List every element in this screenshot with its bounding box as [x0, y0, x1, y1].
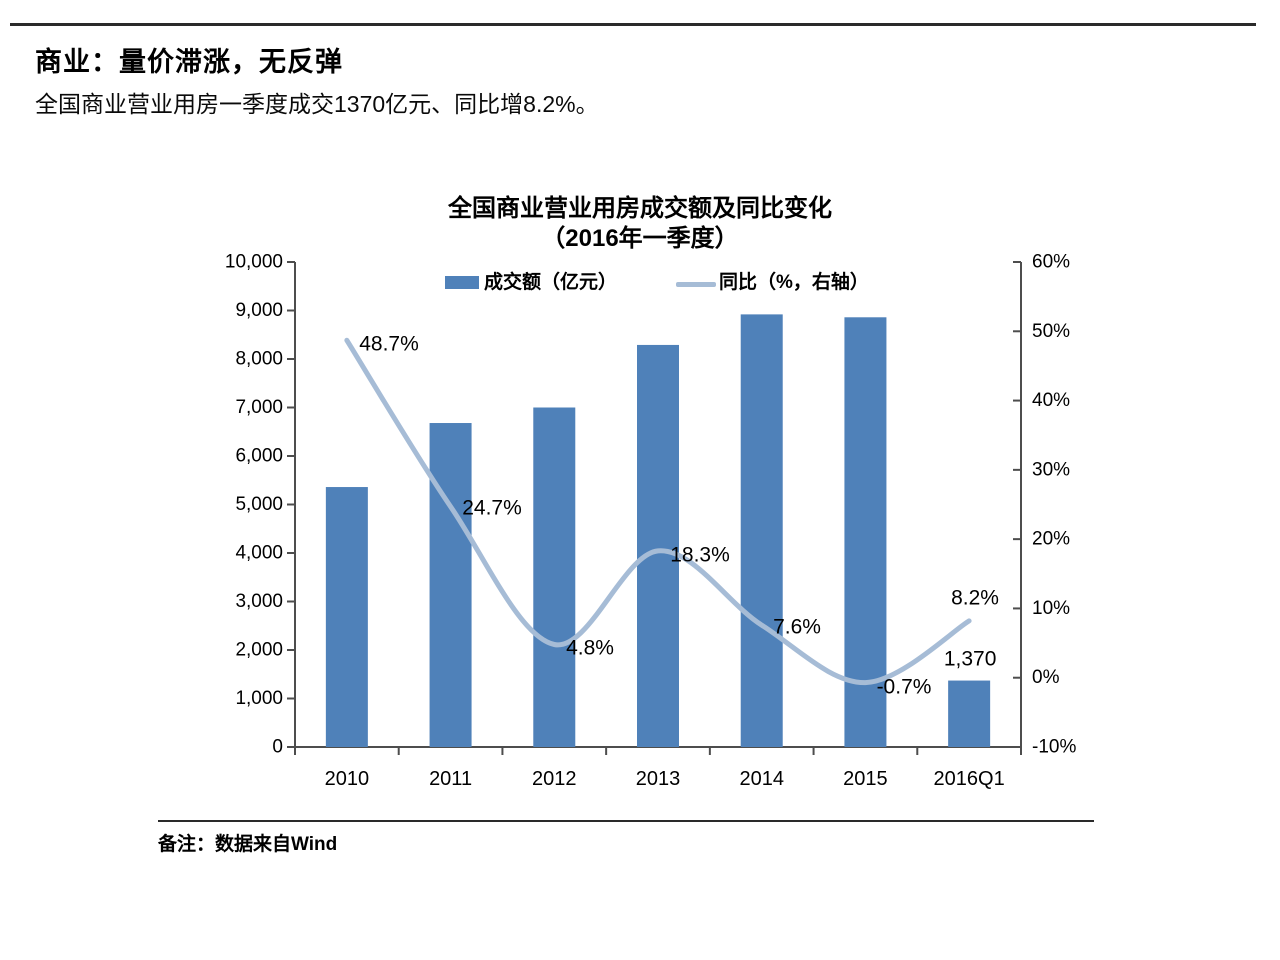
- bar-2012: [533, 407, 576, 747]
- legend-line-label: 同比（%，右轴）: [719, 272, 869, 293]
- point-label-2010: 48.7%: [359, 333, 419, 356]
- chart-title: 全国商业营业用房成交额及同比变化 （2016年一季度）: [0, 194, 1280, 254]
- left-axis-tick-label: 1,000: [235, 688, 283, 709]
- x-axis-label: 2014: [739, 768, 784, 790]
- point-label-2011: 24.7%: [462, 497, 522, 520]
- top-divider: [10, 23, 1256, 26]
- x-axis-label: 2011: [429, 768, 472, 790]
- x-axis-label: 2013: [636, 768, 681, 790]
- left-axis-tick-label: 5,000: [235, 494, 283, 515]
- point-label-2013: 18.3%: [670, 544, 730, 567]
- right-axis-tick-label: -10%: [1032, 737, 1076, 758]
- chart-title-line1: 全国商业营业用房成交额及同比变化: [448, 195, 832, 222]
- x-axis-label: 2016Q1: [934, 768, 1005, 790]
- left-axis-tick-label: 9,000: [235, 300, 283, 321]
- x-axis-label: 2012: [532, 768, 577, 790]
- right-axis-tick-label: 50%: [1032, 321, 1070, 342]
- point-label-2012: 4.8%: [566, 637, 614, 660]
- point-label-2014: 7.6%: [773, 616, 821, 639]
- bar-2011: [429, 423, 472, 747]
- footer-divider: [158, 820, 1094, 822]
- bar-2015: [844, 317, 887, 747]
- chart-title-line2: （2016年一季度）: [541, 225, 739, 252]
- left-axis-tick-label: 6,000: [235, 446, 283, 467]
- left-axis-tick-label: 3,000: [235, 591, 283, 612]
- left-axis-tick-label: 0: [272, 737, 283, 758]
- bar-2014: [740, 314, 783, 747]
- yoy-line: [344, 337, 972, 686]
- legend-line-swatch: [676, 282, 716, 287]
- x-axis-label: 2015: [843, 768, 888, 790]
- left-axis-tick-label: 8,000: [235, 349, 283, 370]
- legend-bar-label: 成交额（亿元）: [484, 272, 618, 293]
- right-axis-tick-label: 60%: [1032, 252, 1070, 273]
- point-label-2016Q1: 8.2%: [951, 587, 999, 610]
- left-axis-tick-label: 7,000: [235, 397, 283, 418]
- right-axis-tick-label: 40%: [1032, 390, 1070, 411]
- right-axis-tick-label: 30%: [1032, 459, 1070, 480]
- page-title: 商业：量价滞涨，无反弹: [35, 47, 343, 77]
- bar-2010: [325, 487, 368, 747]
- bar-2016Q1: [948, 680, 991, 747]
- left-axis-tick-label: 4,000: [235, 543, 283, 564]
- right-axis-tick-label: 0%: [1032, 667, 1060, 688]
- left-axis-tick-label: 10,000: [225, 252, 283, 273]
- legend-bar-swatch: [445, 276, 479, 289]
- left-axis-tick-label: 2,000: [235, 640, 283, 661]
- x-axis-label: 2010: [325, 768, 370, 790]
- right-axis-tick-label: 10%: [1032, 598, 1070, 619]
- page-subtitle: 全国商业营业用房一季度成交1370亿元、同比增8.2%。: [35, 91, 599, 117]
- footer-note: 备注：数据来自Wind: [158, 834, 338, 855]
- right-axis-tick-label: 20%: [1032, 529, 1070, 550]
- bar-value-label: 1,370: [944, 648, 997, 671]
- point-label-2015: -0.7%: [877, 676, 932, 699]
- bar-2013: [637, 344, 679, 747]
